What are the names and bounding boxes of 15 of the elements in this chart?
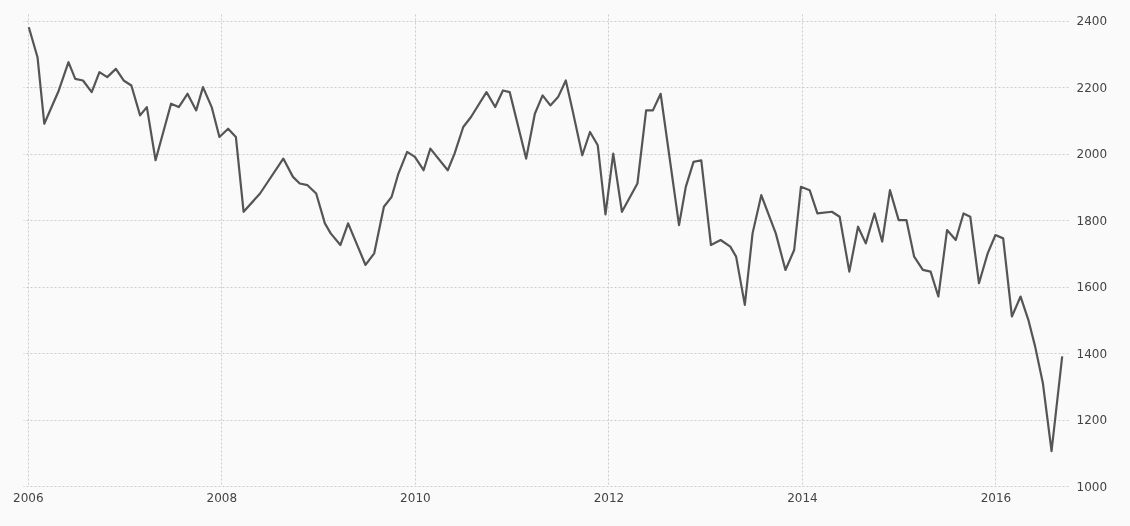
y-tick-label: 1800 [1076,213,1108,228]
y-tick-label: 1200 [1076,413,1108,428]
y-tick-label: 2400 [1076,14,1108,29]
x-tick-label: 2010 [400,490,431,505]
y-tick-label: 2000 [1076,147,1108,162]
y-tick-label: 1000 [1076,479,1108,494]
x-tick-label: 2014 [787,490,818,505]
line-series [27,26,1064,453]
x-tick-label: 2012 [593,490,625,505]
x-tick-label: 2008 [206,490,238,505]
y-tick-label: 1600 [1076,280,1108,295]
y-tick-label: 2200 [1076,80,1108,95]
x-tick-label: 2006 [13,490,44,505]
x-tick-label: 2016 [980,490,1012,505]
y-tick-label: 1400 [1076,346,1108,361]
